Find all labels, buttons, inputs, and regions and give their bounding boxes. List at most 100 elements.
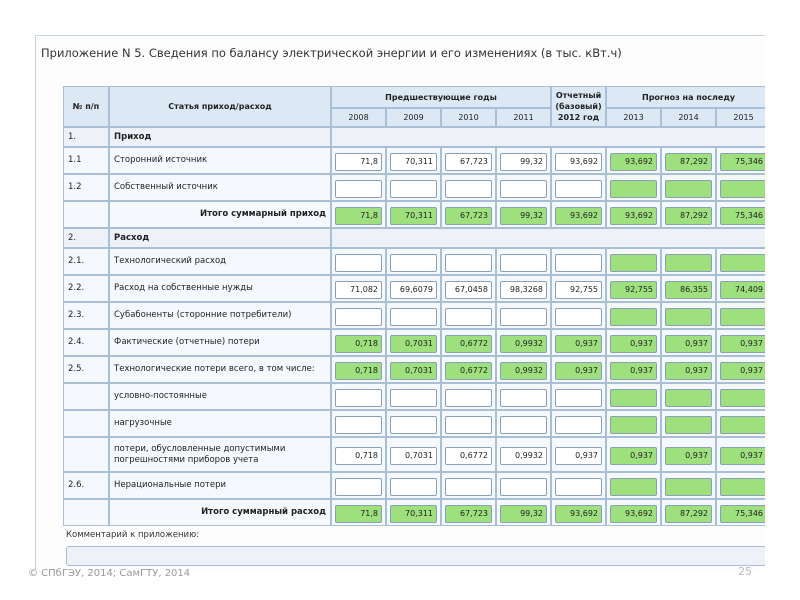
value-input[interactable]: 0,937 [555,334,602,353]
value-input[interactable] [610,415,657,434]
value-input[interactable]: 0,718 [335,446,382,465]
value-input[interactable] [335,253,382,272]
value-input[interactable]: 86,355 [665,280,712,299]
value-input[interactable]: 0,937 [665,446,712,465]
value-input[interactable] [390,253,437,272]
value-input[interactable]: 93,692 [610,504,657,523]
value-input[interactable] [500,179,547,198]
value-input[interactable] [555,388,602,407]
value-input[interactable]: 0,937 [555,446,602,465]
value-input[interactable]: 0,937 [610,334,657,353]
value-input[interactable] [390,307,437,326]
value-input[interactable]: 67,723 [445,152,492,171]
value-input[interactable]: 67,723 [445,206,492,225]
value-input[interactable] [555,253,602,272]
value-input[interactable] [720,179,765,198]
value-input[interactable]: 75,346 [720,152,765,171]
value-input[interactable]: 0,718 [335,334,382,353]
value-input[interactable] [610,307,657,326]
value-input[interactable] [610,388,657,407]
value-input[interactable]: 67,0458 [445,280,492,299]
value-input[interactable] [445,477,492,496]
value-input[interactable]: 92,755 [610,280,657,299]
value-input[interactable] [665,307,712,326]
value-input[interactable]: 0,937 [610,361,657,380]
value-input[interactable] [665,388,712,407]
value-input[interactable]: 99,32 [500,504,547,523]
value-input[interactable]: 87,292 [665,504,712,523]
value-input[interactable]: 0,7031 [390,361,437,380]
value-input[interactable]: 93,692 [610,152,657,171]
value-input[interactable]: 0,937 [720,334,765,353]
value-input[interactable] [500,307,547,326]
value-input[interactable]: 98,3268 [500,280,547,299]
value-input[interactable] [390,415,437,434]
value-input[interactable]: 99,32 [500,152,547,171]
value-input[interactable] [445,307,492,326]
value-input[interactable]: 99,32 [500,206,547,225]
value-input[interactable] [390,388,437,407]
value-input[interactable]: 0,9932 [500,361,547,380]
value-input[interactable] [665,179,712,198]
value-input[interactable]: 70,311 [390,504,437,523]
value-input[interactable] [335,477,382,496]
value-input[interactable]: 93,692 [555,152,602,171]
value-input[interactable] [500,253,547,272]
value-input[interactable]: 93,692 [610,206,657,225]
value-input[interactable]: 93,692 [555,504,602,523]
value-input[interactable]: 67,723 [445,504,492,523]
value-input[interactable] [720,307,765,326]
value-input[interactable]: 70,311 [390,152,437,171]
value-input[interactable] [500,415,547,434]
value-input[interactable]: 92,755 [555,280,602,299]
value-input[interactable]: 0,9932 [500,446,547,465]
value-input[interactable]: 71,082 [335,280,382,299]
value-input[interactable]: 93,692 [555,206,602,225]
value-input[interactable]: 0,6772 [445,446,492,465]
value-input[interactable]: 75,346 [720,504,765,523]
value-input[interactable] [335,415,382,434]
value-input[interactable]: 0,937 [610,446,657,465]
value-input[interactable] [555,477,602,496]
value-input[interactable]: 0,7031 [390,334,437,353]
value-input[interactable]: 70,311 [390,206,437,225]
value-input[interactable]: 0,937 [665,361,712,380]
value-input[interactable] [445,179,492,198]
value-input[interactable] [555,307,602,326]
value-input[interactable]: 0,937 [665,334,712,353]
value-input[interactable] [335,179,382,198]
value-input[interactable]: 0,9932 [500,334,547,353]
value-input[interactable] [665,415,712,434]
value-input[interactable]: 71,8 [335,152,382,171]
value-input[interactable]: 71,8 [335,206,382,225]
value-input[interactable] [720,477,765,496]
value-input[interactable]: 87,292 [665,206,712,225]
value-input[interactable]: 87,292 [665,152,712,171]
value-input[interactable] [665,477,712,496]
value-input[interactable]: 0,6772 [445,334,492,353]
value-input[interactable] [500,388,547,407]
comment-input[interactable] [66,546,765,566]
value-input[interactable] [610,253,657,272]
value-input[interactable]: 75,346 [720,206,765,225]
value-input[interactable]: 0,7031 [390,446,437,465]
value-input[interactable] [500,477,547,496]
value-input[interactable] [720,415,765,434]
value-input[interactable]: 0,937 [720,446,765,465]
value-input[interactable]: 71,8 [335,504,382,523]
value-input[interactable]: 0,6772 [445,361,492,380]
value-input[interactable]: 0,937 [555,361,602,380]
value-input[interactable] [390,477,437,496]
value-input[interactable]: 0,937 [720,361,765,380]
value-input[interactable] [335,388,382,407]
value-input[interactable] [445,388,492,407]
value-input[interactable] [720,253,765,272]
value-input[interactable] [610,179,657,198]
value-input[interactable] [335,307,382,326]
value-input[interactable] [610,477,657,496]
value-input[interactable]: 0,718 [335,361,382,380]
value-input[interactable] [720,388,765,407]
value-input[interactable] [390,179,437,198]
value-input[interactable] [555,179,602,198]
value-input[interactable]: 69,6079 [390,280,437,299]
